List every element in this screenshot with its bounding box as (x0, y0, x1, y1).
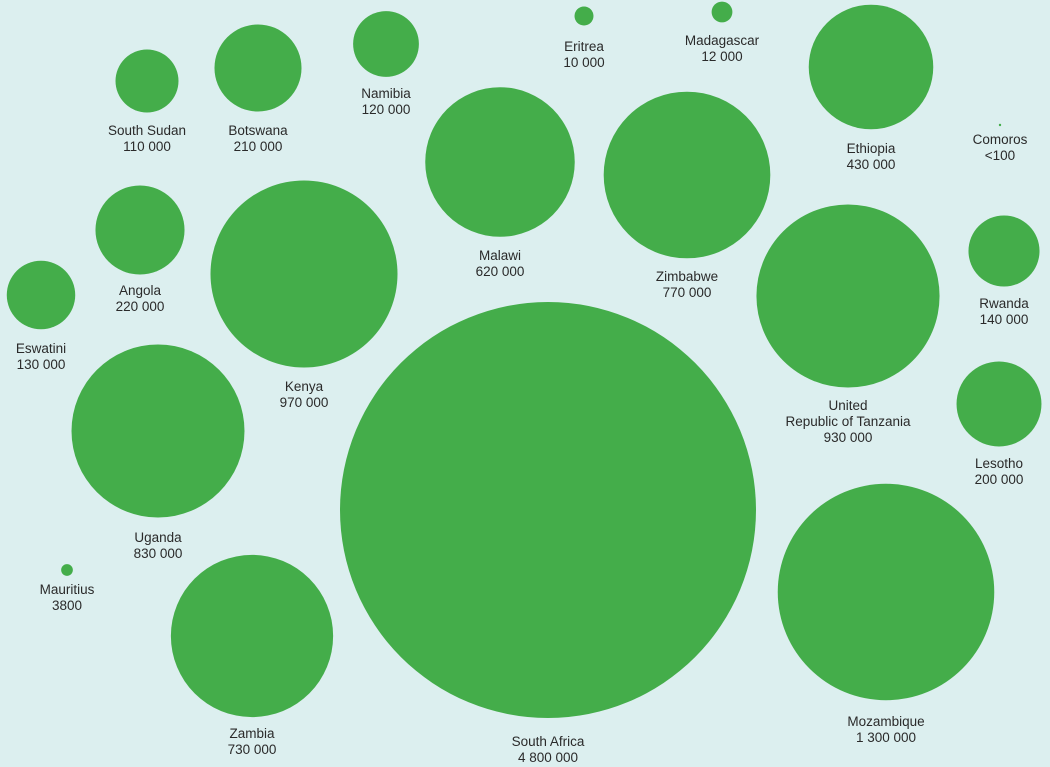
bubble-name-label-united-republic-of-tanzania-1: United (828, 398, 867, 413)
bubble-value-label-kenya: 970 000 (280, 395, 329, 410)
bubble-rwanda (968, 215, 1040, 287)
bubble-value-label-comoros: <100 (985, 148, 1015, 163)
bubble-group-comoros: Comoros<100 (973, 123, 1028, 163)
bubble-name-label-kenya: Kenya (285, 379, 324, 394)
bubble-botswana (214, 24, 302, 112)
bubble-name-label-uganda: Uganda (134, 530, 182, 545)
bubble-madagascar (711, 1, 733, 23)
bubble-name-label-comoros: Comoros (973, 132, 1028, 147)
bubble-uganda (71, 344, 245, 518)
bubble-value-label-uganda: 830 000 (134, 546, 183, 561)
bubble-value-label-eswatini: 130 000 (17, 357, 66, 372)
bubble-name-label-south-africa: South Africa (512, 734, 585, 749)
bubble-value-label-rwanda: 140 000 (980, 312, 1029, 327)
bubble-comoros (998, 123, 1002, 127)
bubble-value-label-zambia: 730 000 (228, 742, 277, 757)
bubble-name-label-south-sudan: South Sudan (108, 123, 186, 138)
bubble-name-label-mauritius: Mauritius (40, 582, 95, 597)
bubble-value-label-botswana: 210 000 (234, 139, 283, 154)
bubble-name-label-zimbabwe: Zimbabwe (656, 269, 718, 284)
bubble-value-label-madagascar: 12 000 (701, 49, 742, 64)
bubble-kenya (210, 180, 398, 368)
bubble-ethiopia (808, 4, 934, 130)
bubble-name-label-lesotho: Lesotho (975, 456, 1023, 471)
bubble-zimbabwe (603, 91, 771, 259)
bubble-name-label-zambia: Zambia (229, 726, 275, 741)
bubble-name-label-eritrea: Eritrea (564, 39, 604, 54)
bubble-name-label-eswatini: Eswatini (16, 341, 66, 356)
bubble-mozambique (777, 483, 995, 701)
bubble-value-label-malawi: 620 000 (476, 264, 525, 279)
bubble-name-label-rwanda: Rwanda (979, 296, 1029, 311)
bubble-namibia (353, 11, 419, 77)
bubble-value-label-zimbabwe: 770 000 (663, 285, 712, 300)
bubble-malawi (425, 87, 575, 237)
bubble-name-label-botswana: Botswana (228, 123, 288, 138)
bubble-united-republic-of-tanzania (756, 204, 940, 388)
bubble-name-label-angola: Angola (119, 283, 162, 298)
bubble-value-label-south-sudan: 110 000 (123, 139, 171, 154)
bubble-value-label-mozambique: 1 300 000 (856, 730, 916, 745)
bubble-name-label-united-republic-of-tanzania-2: Republic of Tanzania (785, 414, 911, 429)
bubble-value-label-angola: 220 000 (116, 299, 165, 314)
bubble-angola (95, 185, 185, 275)
bubble-value-label-south-africa: 4 800 000 (518, 750, 578, 765)
bubble-lesotho (956, 361, 1042, 447)
bubble-eswatini (6, 260, 76, 330)
bubble-south-africa (340, 302, 756, 718)
bubble-value-label-united-republic-of-tanzania: 930 000 (824, 430, 873, 445)
bubble-name-label-namibia: Namibia (361, 86, 411, 101)
bubble-value-label-eritrea: 10 000 (563, 55, 604, 70)
bubble-value-label-namibia: 120 000 (362, 102, 411, 117)
bubble-name-label-ethiopia: Ethiopia (847, 141, 896, 156)
bubble-zambia (170, 554, 334, 718)
bubble-value-label-mauritius: 3800 (52, 598, 82, 613)
bubble-name-label-mozambique: Mozambique (847, 714, 924, 729)
bubble-value-label-ethiopia: 430 000 (847, 157, 896, 172)
bubble-eritrea (574, 6, 594, 26)
bubble-value-label-lesotho: 200 000 (975, 472, 1024, 487)
bubble-south-sudan (115, 49, 179, 113)
bubble-name-label-madagascar: Madagascar (685, 33, 760, 48)
bubble-mauritius (61, 564, 73, 576)
bubble-name-label-malawi: Malawi (479, 248, 521, 263)
